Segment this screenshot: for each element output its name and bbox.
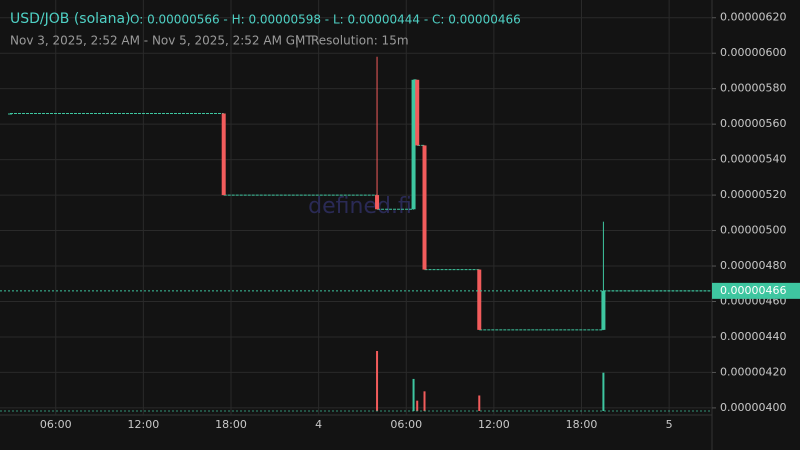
y-tick-label: 0.00000400: [720, 401, 786, 414]
last-price-box: [712, 282, 800, 299]
candle-body: [477, 269, 482, 330]
candle-body: [221, 113, 226, 196]
y-tick-label: 0.00000600: [720, 46, 786, 59]
x-tick-label: 18:00: [566, 418, 598, 431]
ohlc-summary: O: 0.00000566 - H: 0.00000598 - L: 0.000…: [130, 13, 521, 27]
y-tick-label: 0.00000500: [720, 224, 786, 237]
x-tick-label: 06:00: [40, 418, 72, 431]
candle-body: [422, 145, 427, 270]
subtitle: Nov 3, 2025, 2:52 AM - Nov 5, 2025, 2:52…: [10, 34, 313, 48]
y-tick-label: 0.00000560: [720, 117, 786, 130]
candle-body: [375, 195, 380, 210]
chart-title: USD/JOB (solana): [10, 11, 131, 27]
y-tick-label: 0.00000420: [720, 365, 786, 378]
x-tick-label: 4: [315, 418, 322, 431]
resolution: Resolution: 15m: [311, 34, 409, 48]
y-tick-label: 0.00000580: [720, 82, 786, 95]
candle-body: [8, 113, 12, 115]
volume-bar: [478, 395, 481, 411]
volume-bar: [376, 351, 379, 411]
y-tick-label: 0.00000540: [720, 153, 786, 166]
volume-bar: [602, 372, 605, 411]
y-tick-label: 0.00000620: [720, 11, 786, 24]
x-tick-label: 5: [666, 418, 673, 431]
candle-body: [601, 290, 606, 330]
volume-bar: [423, 391, 426, 411]
volume-bar: [412, 378, 415, 411]
x-tick-label: 18:00: [215, 418, 247, 431]
last-price-label: 0.00000466: [720, 284, 786, 297]
candle-body: [411, 79, 416, 210]
x-tick-label: 12:00: [128, 418, 160, 431]
volume-bar: [416, 400, 419, 411]
y-tick-label: 0.00000480: [720, 259, 786, 272]
y-tick-label: 0.00000440: [720, 330, 786, 343]
watermark: defined.fi: [308, 194, 412, 219]
candle-body: [415, 79, 420, 146]
x-tick-label: 12:00: [478, 418, 510, 431]
separator: |: [295, 34, 299, 48]
y-tick-label: 0.00000520: [720, 188, 786, 201]
x-tick-label: 06:00: [390, 418, 422, 431]
